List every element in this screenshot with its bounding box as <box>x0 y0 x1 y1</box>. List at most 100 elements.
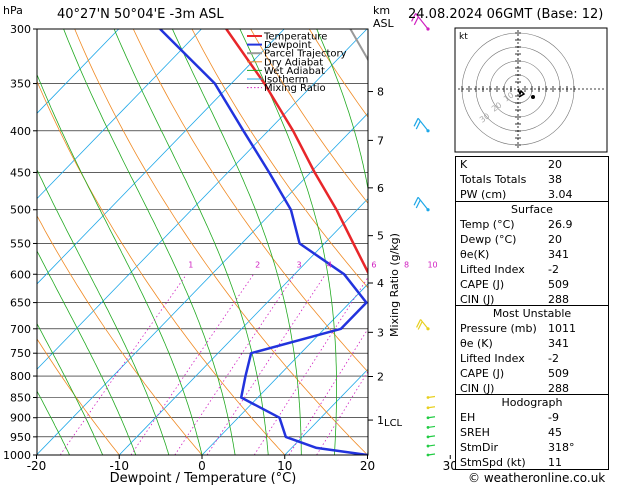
legend-label: Temperature <box>263 32 327 43</box>
wind-barb-base <box>426 416 430 420</box>
wind-barb-flag <box>415 120 421 130</box>
wind-barb-base <box>426 27 430 31</box>
index-label: PW (cm) <box>460 188 507 201</box>
isotherm-line <box>616 29 629 455</box>
km-unit-label: km <box>373 4 390 17</box>
mu-value: 509 <box>548 367 569 380</box>
mixing-ratio-label: 1 <box>188 260 193 269</box>
wind-barb-flag <box>416 319 422 328</box>
legend-label: Parcel Trajectory <box>264 49 347 60</box>
wind-barb-flag <box>413 16 419 26</box>
wind-barb <box>420 319 429 330</box>
mu-value: 288 <box>548 382 569 395</box>
surface-panel: Surface Temp (°C) 26.9 Dewp (°C) 20 θe(K) 3… <box>455 201 609 307</box>
y-tick-label: 450 <box>10 166 31 179</box>
indices-panel: K 20 Totals Totals 38 PW (cm) 3.04 <box>455 156 609 203</box>
wind-barb-base <box>426 406 430 410</box>
isotherm-line <box>37 29 120 114</box>
wind-barb-base <box>426 453 430 457</box>
y-tick-label: 850 <box>10 391 31 404</box>
wind-barb-flag <box>415 199 421 209</box>
wind-barb-flag <box>413 196 419 206</box>
most-unstable-title: Most Unstable <box>492 307 572 320</box>
isotherm-line <box>284 368 368 455</box>
legend-label: Wet Adiabat <box>264 66 325 77</box>
dry-adiabat-line <box>191 29 368 289</box>
wind-barb-flag <box>411 13 417 22</box>
index-row: Totals Totals 38 <box>460 172 604 187</box>
surface-value: 20 <box>548 233 562 246</box>
x-tick-label: 30 <box>443 459 458 473</box>
most-unstable-panel: Most Unstable Pressure (mb) 1011 θe (K) 34… <box>455 305 609 396</box>
wind-barb <box>417 117 429 132</box>
index-value: 20 <box>548 158 562 171</box>
wind-barb-flag <box>417 321 423 330</box>
dry-adiabat-line <box>250 29 368 204</box>
mu-row: CAPE (J) 509 <box>460 366 604 381</box>
mu-row: Lifted Index -2 <box>460 351 604 366</box>
hodo-label: StmDir <box>460 441 499 454</box>
mu-label: Pressure (mb) <box>460 322 537 335</box>
index-value: 38 <box>548 173 562 186</box>
wind-barb-base <box>426 129 430 133</box>
mixing-ratio-label: 6 <box>371 260 376 269</box>
asl-unit-label: ASL <box>373 17 395 30</box>
wet-adiabat-line <box>63 29 236 455</box>
wet-adiabat-line <box>37 168 170 455</box>
y-tick-label: 550 <box>10 237 31 250</box>
profile-dewpoint <box>159 29 368 455</box>
hodograph-trace <box>517 88 526 98</box>
y-tick-label: 300 <box>10 23 31 36</box>
index-value: 3.04 <box>548 188 573 201</box>
y-tick-label: 800 <box>10 370 31 383</box>
wind-barb-base <box>426 426 430 429</box>
mu-row: θe (K) 341 <box>460 336 604 351</box>
km-tick-label: 6 <box>377 182 384 195</box>
wet-adiabat-line <box>113 29 269 455</box>
mixing-ratio-label: 2 <box>255 260 260 269</box>
mu-row: Pressure (mb) 1011 <box>460 321 604 336</box>
surface-value: 341 <box>548 248 569 261</box>
mixing-ratio-line <box>174 274 296 455</box>
mu-value: 1011 <box>548 322 576 335</box>
mixing-ratio-label: 4 <box>327 260 332 269</box>
hodo-row: StmDir 318° <box>460 440 604 455</box>
hodo-value: -9 <box>548 411 559 424</box>
pressure-unit-label: hPa <box>3 4 23 17</box>
mixing-ratio-label: 8 <box>404 260 409 269</box>
hodo-row: StmSpd (kt) 11 <box>460 455 604 470</box>
km-tick-label: 1 <box>377 414 384 427</box>
mixing-ratio-line <box>130 274 254 455</box>
km-tick-label: 8 <box>377 86 384 99</box>
y-tick-label: 900 <box>10 412 31 425</box>
surface-row: Temp (°C) 26.9 <box>460 217 604 232</box>
hodo-value: 45 <box>548 426 562 439</box>
surface-label: Temp (°C) <box>460 218 515 231</box>
dry-adiabat-line <box>37 80 286 455</box>
y-tick-label: 650 <box>10 297 31 310</box>
index-row: PW (cm) 3.04 <box>460 187 604 202</box>
surface-value: 509 <box>548 278 569 291</box>
wind-barb-flag <box>413 118 419 127</box>
legend-label: Mixing Ratio <box>264 83 326 94</box>
y-tick-label: 500 <box>10 204 31 217</box>
mixing-ratio-line <box>253 276 368 455</box>
isotherm-line <box>118 197 368 455</box>
surface-label: θe(K) <box>460 248 490 261</box>
x-tick-label: 20 <box>360 459 375 473</box>
mu-value: 341 <box>548 337 569 350</box>
mixing-ratio-axis-title: Mixing Ratio (g/kg) <box>388 233 401 337</box>
km-tick-label: 4 <box>377 277 384 290</box>
wind-barb-base <box>426 327 430 331</box>
isotherm-line <box>37 29 368 370</box>
hodograph-params-title: Hodograph <box>501 396 563 409</box>
legend-label: Dry Adiabat <box>264 57 323 68</box>
hodo-label: SREH <box>460 426 490 439</box>
wet-adiabat-line <box>172 29 302 455</box>
surface-value: 26.9 <box>548 218 573 231</box>
x-axis-title: Dewpoint / Temperature (°C) <box>110 471 297 486</box>
profile-temperature <box>225 29 368 276</box>
km-tick-label: 5 <box>377 230 384 243</box>
wind-barb <box>415 13 429 30</box>
